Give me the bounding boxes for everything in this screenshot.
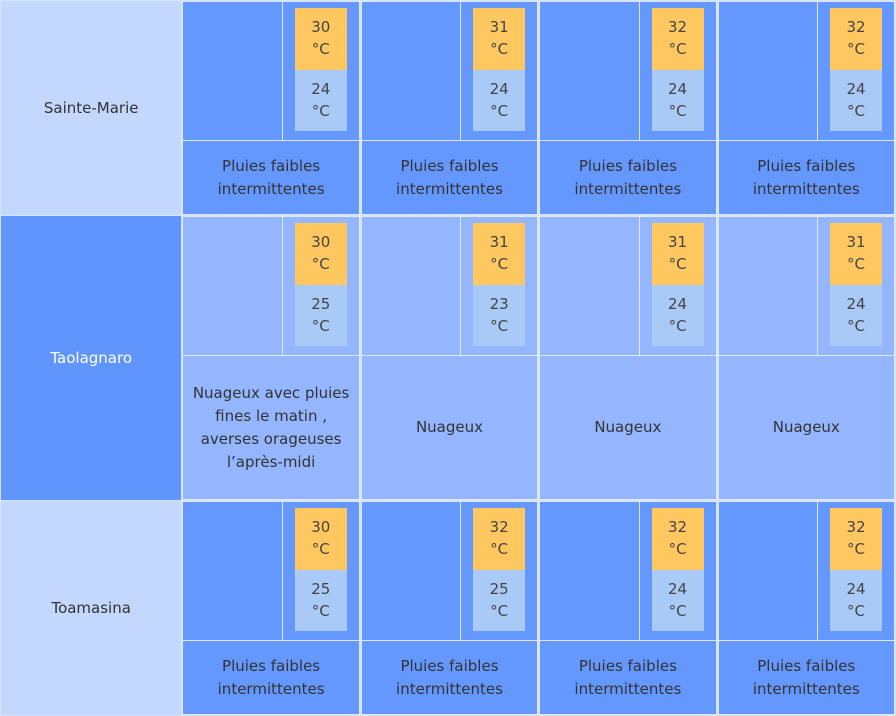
weather-description: Nuageux <box>594 418 662 436</box>
temp-max: 32 °C <box>651 8 704 70</box>
rain-icon <box>540 502 640 640</box>
forecast-card: 30 °C 24 °C Pluies faibles intermittentes <box>182 1 360 215</box>
temp-min: 25 °C <box>473 570 526 631</box>
forecast-card: 31 °C 23 °C Nuageux <box>360 216 539 500</box>
temp-max: 32 °C <box>651 508 704 570</box>
temp-max: 31 °C <box>473 223 526 285</box>
day-cell: 32 °C 24 °C Pluies faibles intermittentes <box>716 500 896 716</box>
temperature-box: 32 °C 24 °C <box>640 502 716 640</box>
day-cell: 31 °C 23 °C Nuageux <box>359 215 540 501</box>
weather-description: Pluies faibles intermittentes <box>752 156 860 198</box>
temperature-box: 30 °C 24 °C <box>283 2 359 140</box>
temperature-box: 32 °C 24 °C <box>818 502 894 640</box>
rain-icon <box>719 502 818 640</box>
rain-icon <box>540 2 640 140</box>
forecast-row-taolagnaro: Taolagnaro 30 °C 25 °C Nuageux avec pluies… <box>0 215 896 501</box>
temp-min: 24 °C <box>473 70 526 131</box>
temp-min: 24 °C <box>294 70 347 131</box>
city-name: Toamasina <box>0 500 183 716</box>
temp-max: 31 °C <box>473 8 526 70</box>
day-cell: 30 °C 25 °C Pluies faibles intermittentes <box>181 500 361 716</box>
rain-icon <box>183 502 283 640</box>
forecast-card: 31 °C 24 °C Pluies faibles intermittentes <box>360 1 539 215</box>
cloud-icon <box>540 217 640 355</box>
temp-max: 30 °C <box>294 508 347 570</box>
day-cell: 32 °C 25 °C Pluies faibles intermittentes <box>359 500 540 716</box>
temp-max: 32 °C <box>473 508 526 570</box>
temperature-box: 31 °C 24 °C <box>461 2 537 140</box>
cloud-icon <box>719 217 818 355</box>
day-cell: 32 °C 24 °C Pluies faibles intermittentes <box>538 0 718 216</box>
forecast-row-sainte-marie: Sainte-Marie 30 °C 24 °C Pluies faibles in… <box>0 0 896 216</box>
temp-max: 32 °C <box>830 8 882 70</box>
day-cell: 32 °C 24 °C Pluies faibles intermittentes <box>716 0 896 216</box>
weather-description: Nuageux avec pluies fines le matin , ave… <box>192 383 350 471</box>
day-cell: 30 °C 24 °C Pluies faibles intermittentes <box>181 0 361 216</box>
temperature-box: 32 °C 24 °C <box>640 2 716 140</box>
temperature-box: 31 °C 24 °C <box>640 217 716 355</box>
weather-description: Pluies faibles intermittentes <box>217 156 325 198</box>
day-cell: 31 °C 24 °C Nuageux <box>716 215 896 501</box>
rain-icon <box>719 2 818 140</box>
temp-max: 30 °C <box>294 223 347 285</box>
day-cell: 31 °C 24 °C Nuageux <box>538 215 718 501</box>
weather-description: Pluies faibles intermittentes <box>217 656 325 698</box>
forecast-card: 32 °C 24 °C Pluies faibles intermittentes <box>717 1 895 215</box>
forecast-card: 30 °C 25 °C Pluies faibles intermittentes <box>182 501 360 715</box>
rain-icon <box>362 502 462 640</box>
weather-description: Pluies faibles intermittentes <box>574 656 682 698</box>
day-cell: 31 °C 24 °C Pluies faibles intermittentes <box>359 0 540 216</box>
forecast-card: 30 °C 25 °C Nuageux avec pluies fines le m… <box>182 216 360 500</box>
rain-icon <box>362 2 462 140</box>
temp-min: 24 °C <box>651 570 704 631</box>
weather-description: Pluies faibles intermittentes <box>752 656 860 698</box>
forecast-card: 32 °C 24 °C Pluies faibles intermittentes <box>717 501 895 715</box>
temp-min: 24 °C <box>651 70 704 131</box>
temp-min: 24 °C <box>830 285 882 346</box>
temp-min: 23 °C <box>473 285 526 346</box>
forecast-card: 32 °C 24 °C Pluies faibles intermittentes <box>539 501 717 715</box>
temp-min: 25 °C <box>294 285 347 346</box>
temp-min: 24 °C <box>830 570 882 631</box>
temp-min: 24 °C <box>830 70 882 131</box>
temperature-box: 31 °C 23 °C <box>461 217 537 355</box>
city-name: Taolagnaro <box>0 215 183 501</box>
forecast-card: 31 °C 24 °C Nuageux <box>539 216 717 500</box>
weather-description: Nuageux <box>772 418 840 436</box>
temperature-box: 32 °C 25 °C <box>461 502 537 640</box>
temp-max: 31 °C <box>651 223 704 285</box>
forecast-card: 31 °C 24 °C Nuageux <box>717 216 895 500</box>
day-cell: 32 °C 24 °C Pluies faibles intermittentes <box>538 500 718 716</box>
weather-description: Pluies faibles intermittentes <box>574 156 682 198</box>
temp-min: 25 °C <box>294 570 347 631</box>
city-name: Sainte-Marie <box>0 0 183 216</box>
temperature-box: 30 °C 25 °C <box>283 502 359 640</box>
weather-description: Pluies faibles intermittentes <box>396 656 503 698</box>
day-cell: 30 °C 25 °C Nuageux avec pluies fines le m… <box>181 215 361 501</box>
temperature-box: 31 °C 24 °C <box>818 217 894 355</box>
temp-max: 30 °C <box>294 8 347 70</box>
weather-description: Nuageux <box>415 418 483 436</box>
temperature-box: 32 °C 24 °C <box>818 2 894 140</box>
temp-min: 24 °C <box>651 285 704 346</box>
rain-icon <box>183 2 283 140</box>
cloud-icon <box>362 217 462 355</box>
temperature-box: 30 °C 25 °C <box>283 217 359 355</box>
forecast-card: 32 °C 24 °C Pluies faibles intermittentes <box>539 1 717 215</box>
forecast-row-toamasina: Toamasina 30 °C 25 °C Pluies faibles inter… <box>0 500 896 716</box>
temp-max: 31 °C <box>830 223 882 285</box>
forecast-card: 32 °C 25 °C Pluies faibles intermittentes <box>360 501 539 715</box>
storm-icon <box>183 217 283 355</box>
weather-description: Pluies faibles intermittentes <box>396 156 503 198</box>
temp-max: 32 °C <box>830 508 882 570</box>
